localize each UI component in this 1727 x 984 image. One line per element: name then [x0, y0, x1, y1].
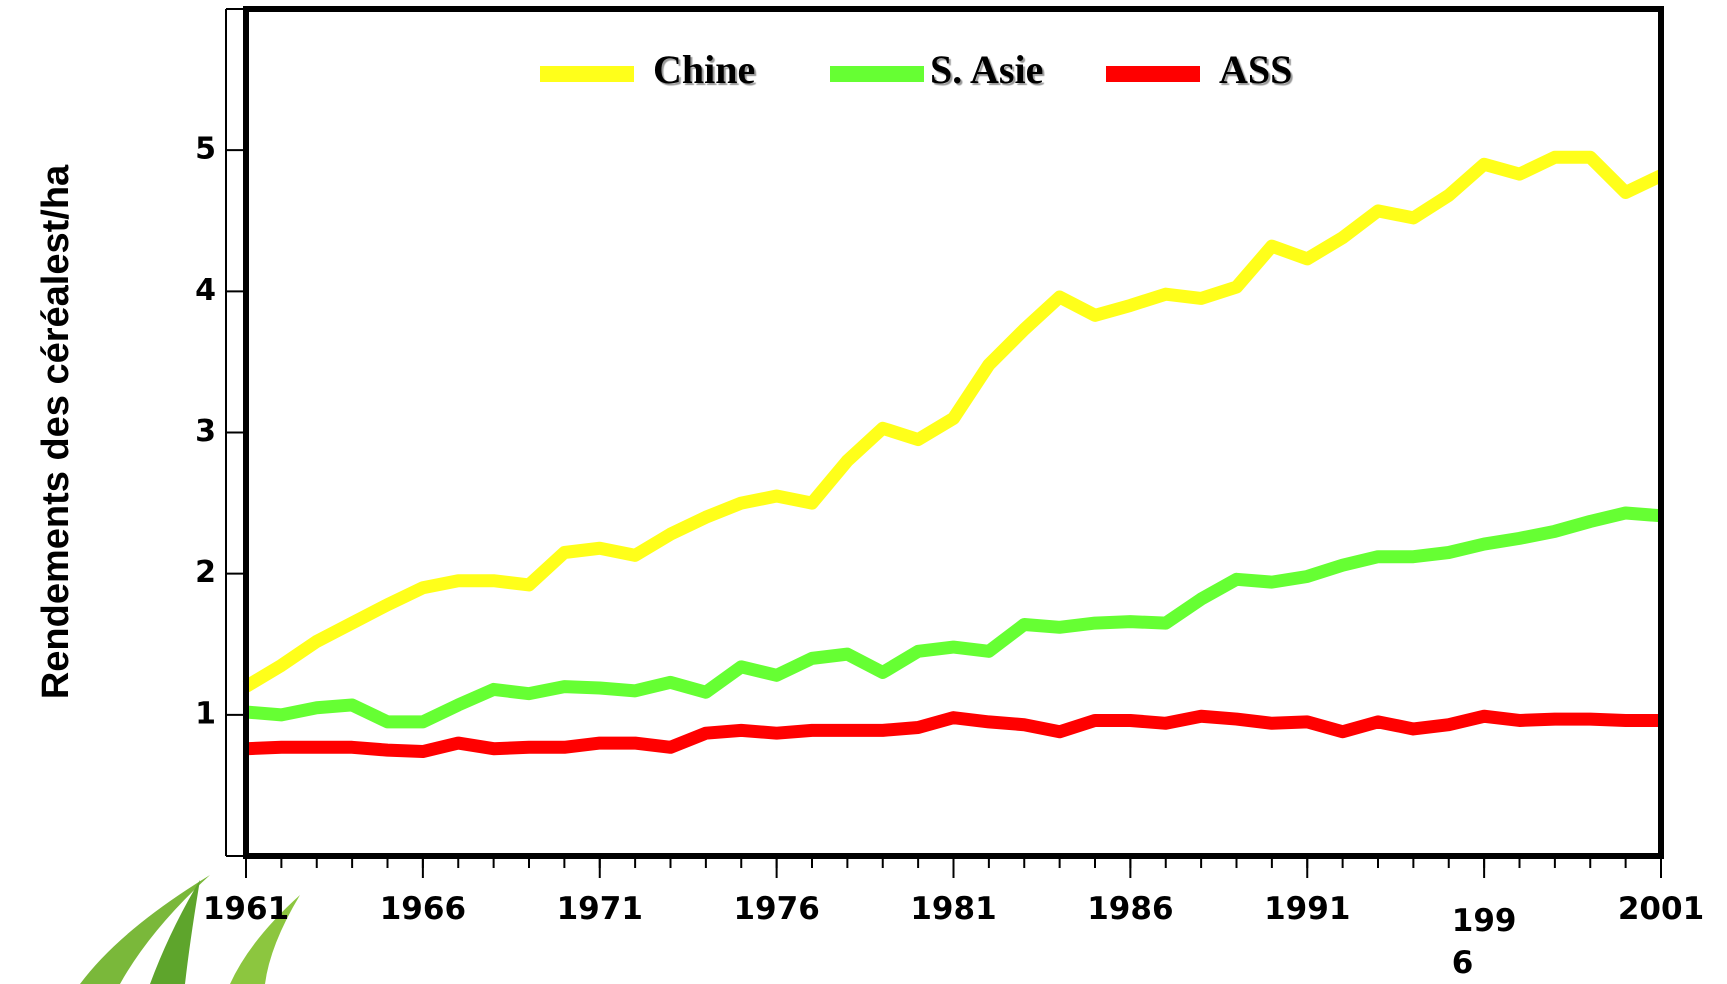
x-tick-label: 1981	[910, 891, 997, 927]
y-tick-label: 5	[195, 132, 216, 167]
y-tick-label: 2	[195, 555, 216, 590]
grass-decoration	[230, 895, 300, 984]
grass-decoration	[80, 875, 210, 984]
line-series	[242, 150, 1664, 693]
y-axis-label: Rendements des céréalest/ha	[35, 164, 77, 699]
line-series	[245, 506, 1662, 729]
y-tick-label: 3	[195, 414, 216, 449]
legend-label: Chine	[653, 47, 755, 92]
plot-frame	[243, 6, 1664, 859]
y-tick-label: 4	[195, 273, 216, 308]
x-tick-label: 2001	[1617, 891, 1705, 927]
x-tick-label: 1976	[733, 891, 820, 927]
line-series	[245, 709, 1661, 759]
x-tick-label: 1986	[1087, 891, 1174, 927]
grass-decoration	[150, 880, 200, 984]
legend-label: S. Asie	[930, 47, 1043, 92]
x-tick-label: 1991	[1264, 891, 1351, 927]
x-tick-label: 1961	[202, 891, 290, 927]
x-tick-label: 1971	[556, 891, 643, 927]
x-tick-label: 1966	[379, 891, 467, 927]
legend-label: ASS	[1219, 47, 1292, 92]
y-tick-label: 1	[195, 696, 216, 731]
x-tick-label: 199 6	[1451, 903, 1517, 981]
